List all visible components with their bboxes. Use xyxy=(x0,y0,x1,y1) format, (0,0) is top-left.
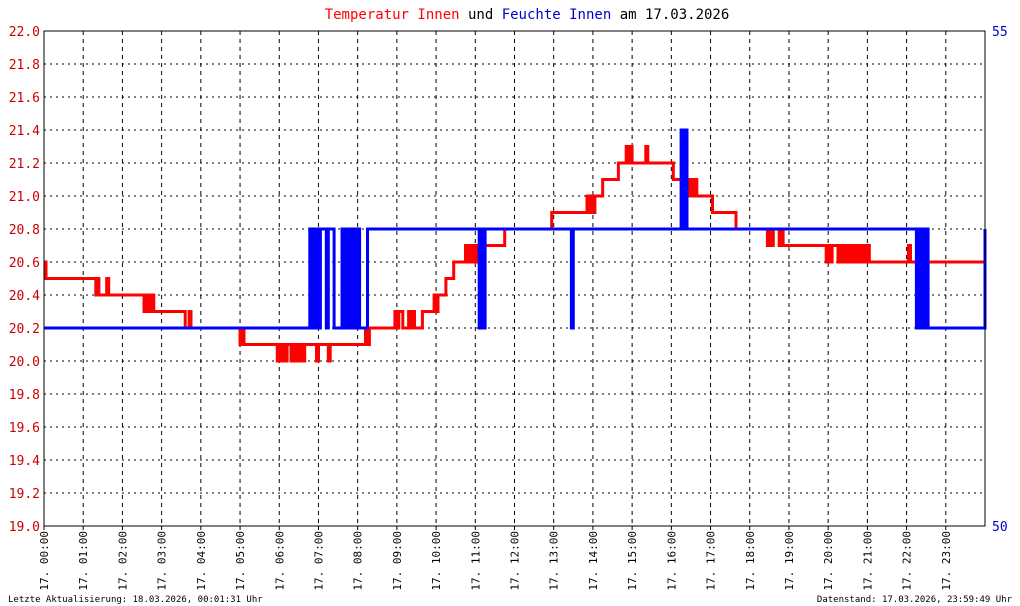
x-tick-label: 17. 15:00 xyxy=(626,531,639,591)
x-tick-label: 17. 13:00 xyxy=(548,531,561,591)
chart-title: Temperatur Innen und Feuchte Innen am 17… xyxy=(325,7,730,23)
left-axis: 19.0 19.2 19.4 19.6 19.8 20.0 20.2 20.4 20.6 20.8… xyxy=(9,25,40,535)
x-tick-label: 17. 00:00 xyxy=(38,531,51,591)
footer-last-update: Letzte Aktualisierung: 18.03.2026, 00:01… xyxy=(8,595,263,605)
title-series-humidity: Feuchte Innen xyxy=(502,7,612,23)
y-left-tick-label: 21.4 xyxy=(9,124,40,139)
title-date: am 17.03.2026 xyxy=(611,7,729,23)
y-left-tick-label: 20.8 xyxy=(9,223,40,238)
x-tick-label: 17. 05:00 xyxy=(234,531,247,591)
x-tick-label: 17. 21:00 xyxy=(861,531,874,591)
footer-data-status: Datenstand: 17.03.2026, 23:59:49 Uhr xyxy=(817,595,1013,605)
y-right-tick-label: 55 xyxy=(992,25,1008,40)
y-left-tick-label: 19.4 xyxy=(9,454,40,469)
y-left-tick-label: 20.4 xyxy=(9,289,40,304)
y-left-tick-label: 22.0 xyxy=(9,25,40,40)
series-layer xyxy=(44,128,987,363)
x-tick-label: 17. 23:00 xyxy=(940,531,953,591)
x-tick-label: 17. 01:00 xyxy=(77,531,90,591)
x-tick-label: 17. 03:00 xyxy=(156,531,169,591)
x-tick-label: 17. 11:00 xyxy=(469,531,482,591)
y-left-tick-label: 20.0 xyxy=(9,355,40,370)
x-axis: 17. 00:00 17. 01:00 17. 02:00 17. 03:00 17. … xyxy=(38,526,953,591)
x-tick-label: 17. 09:00 xyxy=(391,531,404,591)
plot-frame xyxy=(43,30,986,527)
x-tick-label: 17. 16:00 xyxy=(665,531,678,591)
y-left-tick-label: 21.8 xyxy=(9,58,40,73)
y-left-tick-label: 21.2 xyxy=(9,157,40,172)
title-connector: und xyxy=(460,7,502,23)
x-tick-label: 17. 17:00 xyxy=(705,531,718,591)
x-tick-label: 17. 18:00 xyxy=(744,531,757,591)
y-left-tick-label: 21.6 xyxy=(9,91,40,106)
grid xyxy=(44,31,985,526)
y-right-tick-label: 50 xyxy=(992,520,1008,535)
y-left-tick-label: 21.0 xyxy=(9,190,40,205)
y-left-tick-label: 19.2 xyxy=(9,487,40,502)
x-tick-label: 17. 06:00 xyxy=(273,531,286,591)
x-tick-label: 17. 22:00 xyxy=(901,531,914,591)
x-tick-label: 17. 10:00 xyxy=(430,531,443,591)
x-tick-label: 17. 08:00 xyxy=(352,531,365,591)
y-left-tick-label: 19.0 xyxy=(9,520,40,535)
x-tick-label: 17. 14:00 xyxy=(587,531,600,591)
series-line-temperatur-innen xyxy=(44,145,985,363)
series-line-feuchte-innen xyxy=(44,128,987,330)
x-tick-label: 17. 02:00 xyxy=(116,531,129,591)
title-series-temperature: Temperatur Innen xyxy=(325,7,460,23)
x-tick-label: 17. 20:00 xyxy=(822,531,835,591)
right-axis: 50 55 xyxy=(992,25,1008,535)
x-tick-label: 17. 04:00 xyxy=(195,531,208,591)
x-tick-label: 17. 12:00 xyxy=(509,531,522,591)
y-left-tick-label: 20.6 xyxy=(9,256,40,271)
x-tick-label: 17. 07:00 xyxy=(312,531,325,591)
y-left-tick-label: 19.6 xyxy=(9,421,40,436)
x-tick-label: 17. 19:00 xyxy=(783,531,796,591)
y-left-tick-label: 20.2 xyxy=(9,322,40,337)
y-left-tick-label: 19.8 xyxy=(9,388,40,403)
